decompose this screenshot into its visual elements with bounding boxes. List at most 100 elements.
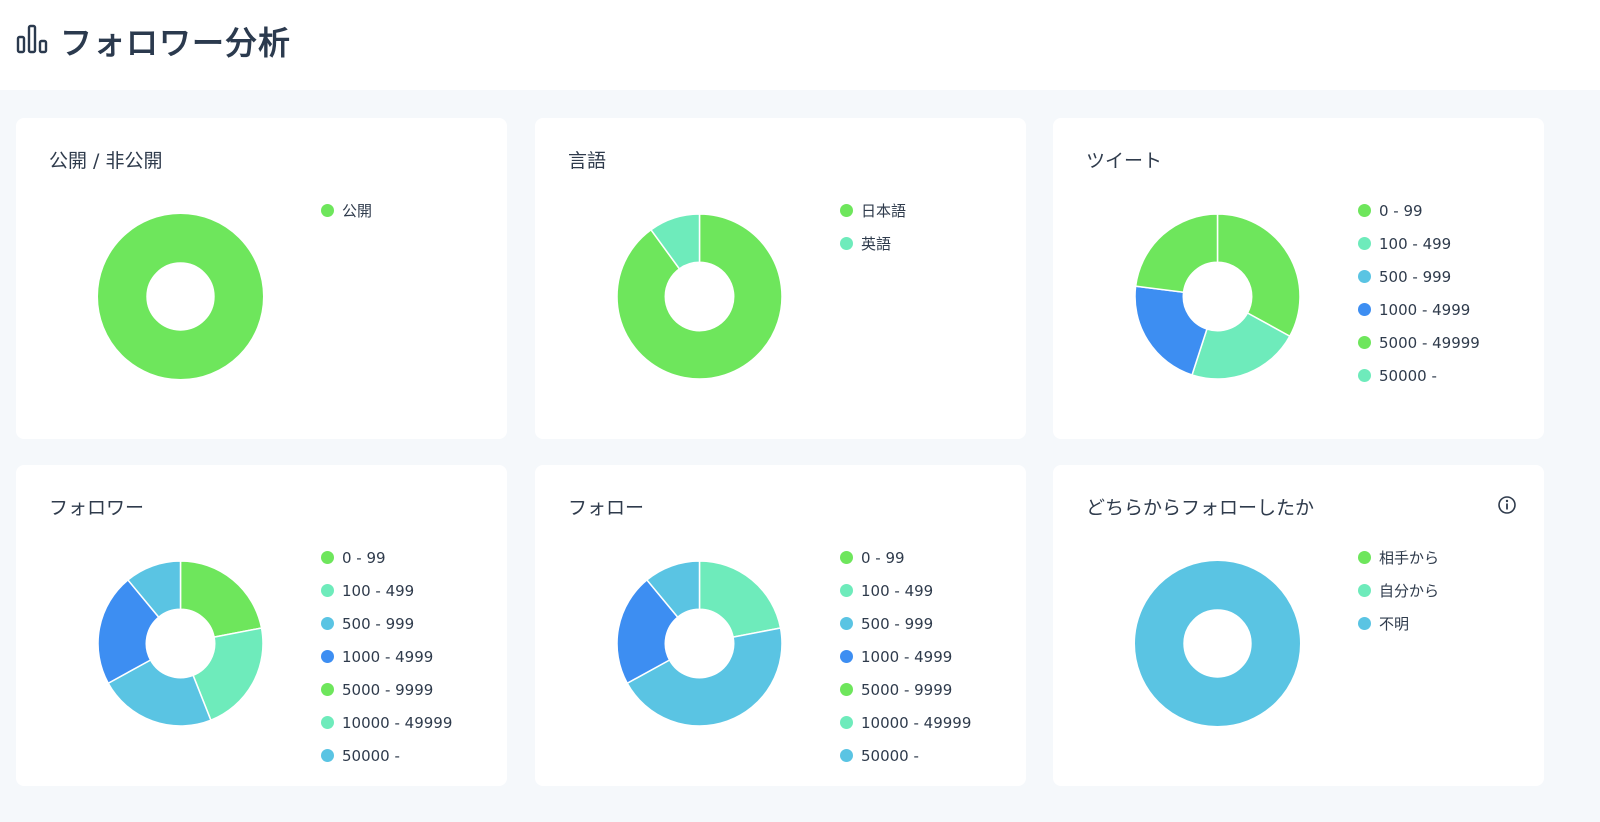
legend-dot (1358, 336, 1371, 349)
pie-slice[interactable] (126, 560, 182, 619)
legend-label: 10000 - 49999 (861, 713, 972, 732)
pie-slice[interactable] (1216, 213, 1301, 338)
legend-label: 500 - 999 (861, 614, 934, 633)
legend-dot (1358, 270, 1371, 283)
legend-dot (840, 204, 853, 217)
pie-slice[interactable] (649, 213, 701, 270)
legend-dot (321, 617, 334, 630)
legend-item[interactable]: 相手から (1358, 541, 1439, 574)
donut-chart (1134, 213, 1301, 380)
donut-chart (1135, 561, 1300, 726)
chart-legend: 0 - 99 100 - 499 500 - 999 1000 - 4999 5000 … (321, 541, 452, 772)
legend-label: 10000 - 49999 (342, 713, 453, 732)
pie-slice[interactable] (698, 560, 782, 638)
legend-dot (1358, 204, 1371, 217)
legend-item[interactable]: 5000 - 9999 (321, 673, 452, 706)
legend-item[interactable]: 公開 (321, 194, 372, 227)
pie-slice[interactable] (626, 627, 783, 727)
pie-slice[interactable] (192, 627, 264, 722)
pie-slice[interactable] (645, 560, 701, 619)
legend-dot (840, 551, 853, 564)
legend-dot (840, 683, 853, 696)
legend-item[interactable]: 1000 - 4999 (321, 640, 452, 673)
card-tweets: ツイート 0 - 99 100 - 499 500 - 999 1000 - 4999 5… (1053, 118, 1544, 439)
legend-item[interactable]: 英語 (840, 227, 906, 260)
legend-label: 100 - 499 (1379, 234, 1452, 253)
legend-item[interactable]: 5000 - 49999 (1358, 326, 1480, 359)
legend-dot (1358, 584, 1371, 597)
legend-dot (1358, 617, 1371, 630)
page-header: フォロワー分析 (0, 0, 1600, 90)
pie-slice[interactable] (1135, 561, 1300, 726)
legend-dot (840, 617, 853, 630)
legend-dot (840, 237, 853, 250)
legend-label: 5000 - 9999 (861, 680, 953, 699)
legend-label: 1000 - 4999 (342, 647, 434, 666)
card-title: フォロワー (49, 497, 145, 519)
chart-legend: 日本語英語 (840, 194, 906, 260)
pie-slice[interactable] (98, 214, 263, 379)
pie-slice[interactable] (1191, 311, 1291, 380)
legend-label: 5000 - 49999 (1379, 333, 1480, 352)
pie-slice[interactable] (1134, 285, 1208, 376)
pie-slice[interactable] (616, 213, 783, 380)
legend-item[interactable]: 0 - 99 (321, 541, 452, 574)
legend-item[interactable]: 10000 - 49999 (321, 706, 452, 739)
card-title: フォロー (568, 497, 645, 519)
card-follow-origin: どちらからフォローしたか 相手から 自分から 不明 (1053, 465, 1544, 786)
legend-label: 0 - 99 (861, 548, 905, 567)
pie-slice[interactable] (107, 658, 212, 727)
pie-slice[interactable] (616, 578, 679, 685)
info-icon[interactable] (1497, 495, 1517, 515)
card-following: フォロー 0 - 99 100 - 499 500 - 999 1000 - 4999 5… (535, 465, 1026, 786)
legend-item[interactable]: 0 - 99 (1358, 194, 1480, 227)
legend-label: 100 - 499 (861, 581, 934, 600)
legend-item[interactable]: 100 - 499 (1358, 227, 1480, 260)
legend-dot (321, 716, 334, 729)
legend-item[interactable]: 10000 - 49999 (840, 706, 971, 739)
legend-item[interactable]: 自分から (1358, 574, 1439, 607)
pie-slice[interactable] (179, 560, 263, 638)
donut-chart (97, 560, 264, 727)
legend-item[interactable]: 100 - 499 (321, 574, 452, 607)
legend-item[interactable]: 500 - 999 (321, 607, 452, 640)
legend-item[interactable]: 500 - 999 (840, 607, 971, 640)
legend-label: 1000 - 4999 (861, 647, 953, 666)
legend-label: 50000 - (342, 746, 400, 765)
donut-chart (98, 214, 263, 379)
legend-label: 50000 - (861, 746, 919, 765)
legend-item[interactable]: 日本語 (840, 194, 906, 227)
legend-dot (840, 650, 853, 663)
donut-chart (616, 213, 783, 380)
card-language: 言語日本語英語 (535, 118, 1026, 439)
legend-label: 相手から (1379, 549, 1440, 567)
card-title: ツイート (1086, 150, 1163, 172)
legend-item[interactable]: 100 - 499 (840, 574, 971, 607)
legend-label: 500 - 999 (342, 614, 415, 633)
legend-item[interactable]: 0 - 99 (840, 541, 971, 574)
legend-dot (321, 749, 334, 762)
legend-label: 500 - 999 (1379, 267, 1452, 286)
card-public-private: 公開 / 非公開 公開 (16, 118, 507, 439)
pie-slice[interactable] (1134, 213, 1219, 294)
legend-dot (321, 551, 334, 564)
legend-item[interactable]: 5000 - 9999 (840, 673, 971, 706)
legend-label: 1000 - 4999 (1379, 300, 1471, 319)
legend-item[interactable]: 50000 - (840, 739, 971, 772)
legend-label: 0 - 99 (342, 548, 386, 567)
card-title: 言語 (568, 150, 607, 172)
legend-dot (1358, 551, 1371, 564)
legend-dot (840, 749, 853, 762)
legend-item[interactable]: 1000 - 4999 (1358, 293, 1480, 326)
donut-chart (616, 560, 783, 727)
legend-item[interactable]: 1000 - 4999 (840, 640, 971, 673)
pie-slice[interactable] (97, 578, 160, 685)
chart-legend: 公開 (321, 194, 372, 227)
legend-item[interactable]: 500 - 999 (1358, 260, 1480, 293)
legend-item[interactable]: 50000 - (321, 739, 452, 772)
legend-item[interactable]: 不明 (1358, 607, 1439, 640)
legend-item[interactable]: 50000 - (1358, 359, 1480, 392)
legend-label: 自分から (1379, 582, 1440, 600)
legend-dot (321, 650, 334, 663)
legend-label: 日本語 (861, 202, 907, 220)
